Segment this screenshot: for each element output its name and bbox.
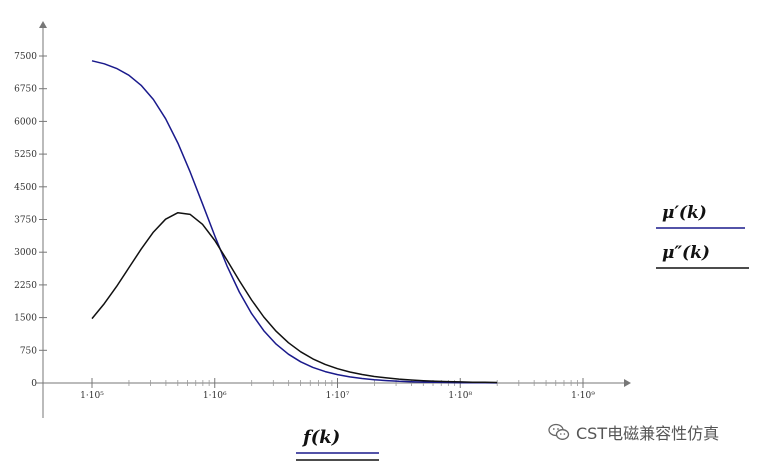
x-axis-title-group: f(k): [296, 427, 379, 461]
x-tick-label: 1·10⁸: [448, 391, 472, 401]
y-tick-label: 5250: [14, 150, 37, 160]
watermark: CST电磁兼容性仿真: [548, 420, 719, 444]
legend-label-series-2: μ″(k): [662, 243, 710, 263]
x-tick-label: 1·10⁷: [326, 391, 350, 401]
series-line-1: [91, 60, 498, 384]
y-tick-label: 750: [20, 346, 37, 356]
watermark-text: CST电磁兼容性仿真: [576, 424, 720, 443]
x-tick-label: 1·10⁵: [80, 391, 104, 401]
wechat-icon: [548, 423, 570, 440]
y-tick-label: 6000: [14, 117, 37, 127]
x-axis-ticks: 1·10⁵ 1·10⁶ 1·10⁷ 1·10⁸ 1·10⁹: [80, 378, 595, 401]
chart-axes: [36, 21, 631, 418]
y-tick-label: 2250: [14, 281, 37, 291]
y-tick-label: 3750: [14, 216, 37, 226]
legend: μ′(k) μ″(k): [656, 203, 749, 269]
y-tick-label: 1500: [14, 314, 37, 324]
legend-label-series-1: μ′(k): [662, 203, 707, 223]
chart-series: [91, 60, 498, 384]
x-tick-label: 1·10⁶: [203, 391, 227, 401]
x-tick-label: 1·10⁹: [571, 391, 595, 401]
y-tick-label: 4500: [14, 183, 37, 193]
y-tick-label: 6750: [14, 85, 37, 95]
y-tick-label: 3000: [14, 248, 37, 258]
x-axis-title: f(k): [301, 427, 340, 448]
y-tick-label: 0: [31, 379, 37, 389]
y-axis-ticks: 0 750 1500 2250 3000 3750 4500 5250 6000 6750 7500: [14, 52, 47, 389]
y-tick-label: 7500: [14, 52, 37, 62]
series-line-2: [91, 211, 498, 384]
